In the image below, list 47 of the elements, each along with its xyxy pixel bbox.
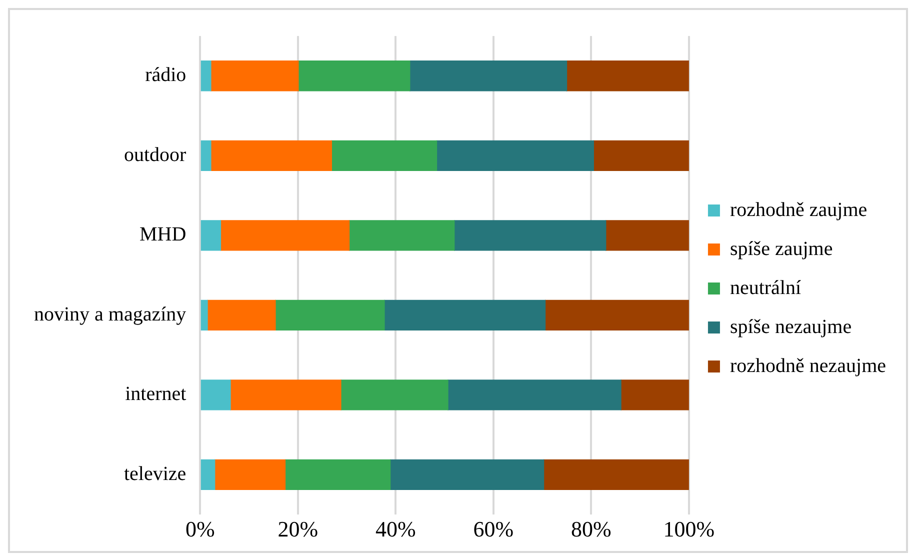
y-tick-label: internet xyxy=(125,383,187,406)
bar xyxy=(448,380,622,410)
bar xyxy=(210,60,299,92)
x-tick-label: 100% xyxy=(663,516,715,542)
bar xyxy=(200,60,212,92)
legend-label: rozhodně nezaujme xyxy=(730,354,886,377)
x-tick-label: 60% xyxy=(473,516,514,542)
bar xyxy=(200,459,216,490)
x-tick-label: 40% xyxy=(376,516,416,542)
legend-label: spíše zaujme xyxy=(730,238,833,260)
bar xyxy=(384,300,546,331)
bar xyxy=(284,459,391,490)
bar xyxy=(298,60,410,92)
bar xyxy=(210,140,332,171)
bar xyxy=(544,300,689,331)
bar xyxy=(436,140,594,171)
x-tick-label: 20% xyxy=(278,516,318,542)
bar xyxy=(200,220,222,251)
bar xyxy=(543,459,689,490)
bar xyxy=(214,459,286,490)
y-tick-label: noviny a magazíny xyxy=(34,303,186,326)
y-tick-label: rádio xyxy=(145,64,186,86)
bar xyxy=(348,220,455,251)
bar xyxy=(200,380,231,410)
bar xyxy=(606,220,689,251)
bar xyxy=(390,459,544,490)
bar xyxy=(230,380,342,410)
bar xyxy=(200,140,212,171)
bar xyxy=(410,60,568,92)
bar xyxy=(566,60,689,92)
x-tick-label: 80% xyxy=(571,516,612,542)
y-tick-label: MHD xyxy=(140,224,186,246)
y-tick-label: outdoor xyxy=(124,144,187,166)
bar xyxy=(340,380,448,410)
bar xyxy=(454,220,606,251)
bar xyxy=(275,300,385,331)
legend-label: rozhodně zaujme xyxy=(730,198,868,221)
bar xyxy=(220,220,350,251)
legend-label: neutrální xyxy=(730,276,802,299)
bar xyxy=(200,300,208,331)
y-tick-label: televize xyxy=(124,462,186,485)
legend-label: spíše nezaujme xyxy=(730,316,852,338)
bar xyxy=(207,300,276,331)
x-tick-label: 0% xyxy=(186,516,215,542)
bar xyxy=(593,140,689,171)
bar xyxy=(331,140,438,171)
bar xyxy=(620,380,689,410)
